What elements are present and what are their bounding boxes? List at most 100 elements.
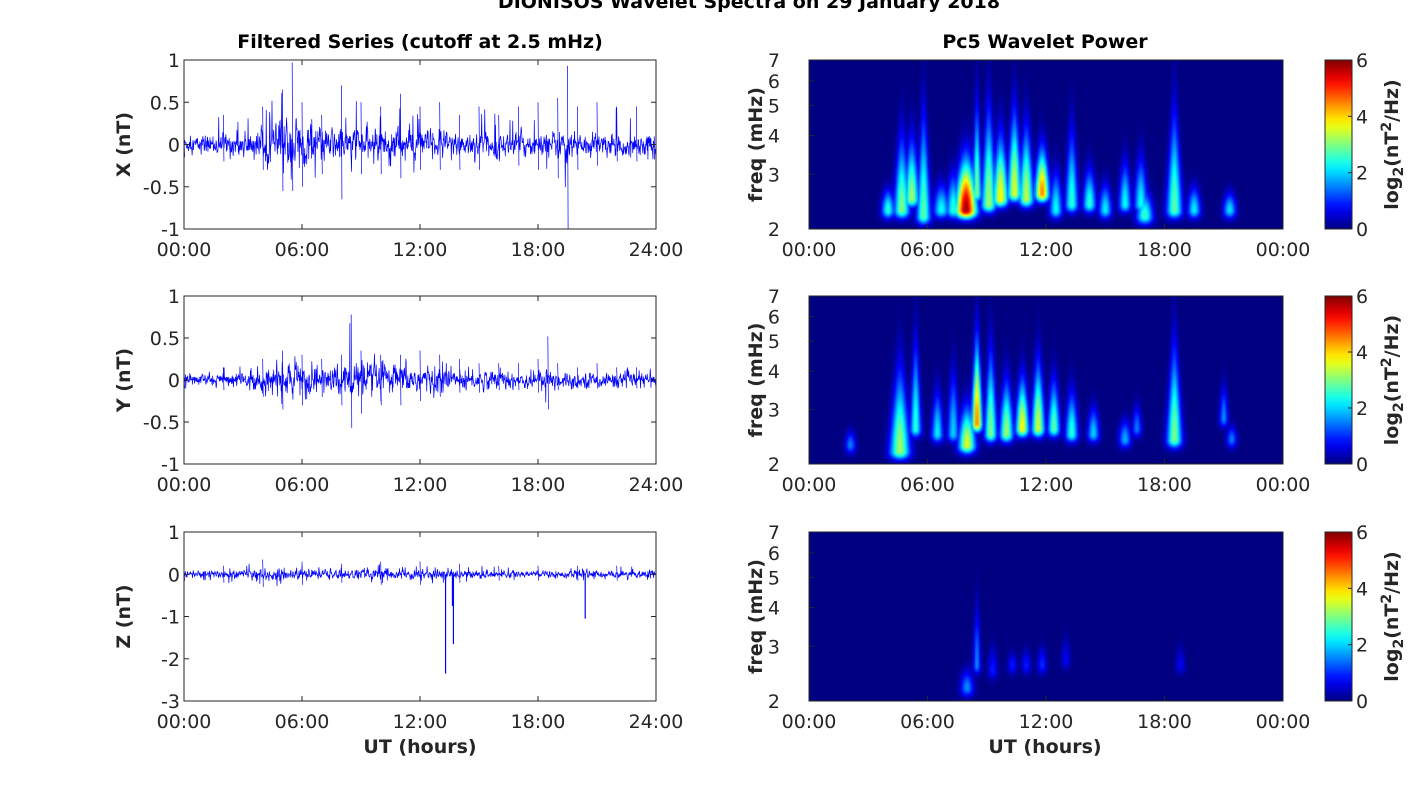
y-tick-label: 0.5 [150,328,180,350]
x-tick-label: 12:00 [1019,239,1074,261]
y-tick-label: -1 [161,607,180,629]
x-tick-label: 24:00 [629,711,684,733]
y-axis-label: X (nT) [113,112,135,177]
y-tick-label: 7 [768,522,780,544]
y-tick-label: 6 [768,543,780,565]
colorbar-tick-label: 2 [1356,635,1368,657]
colorbar-label: log2(nT2/Hz) [1379,551,1407,681]
y-axis-label: Y (nT) [113,348,135,413]
y-tick-label: 1 [168,50,180,72]
x-tick-label: 00:00 [782,474,837,496]
colorbar-tick-label: 4 [1356,578,1368,600]
colorbar-tick-label: 6 [1356,522,1368,544]
y-tick-label: 5 [768,331,780,353]
y-tick-label: -0.5 [143,412,180,434]
y-tick-label: -1 [161,454,180,476]
figure-title: DIONISOS Wavelet Spectra on 29 January 2… [498,0,1000,13]
left-x-axis-label: UT (hours) [363,736,476,758]
x-tick-label: 00:00 [157,474,212,496]
x-tick-label: 18:00 [1137,711,1192,733]
y-tick-label: 3 [768,400,780,422]
y-tick-label: 7 [768,286,780,308]
colorbar-tick-label: 6 [1356,50,1368,72]
y-axis-label: freq (mHz) [745,323,767,438]
y-axis-label: freq (mHz) [745,87,767,202]
x-tick-label: 06:00 [275,474,330,496]
x-tick-label: 24:00 [629,474,684,496]
y-tick-label: 4 [768,597,780,619]
y-tick-label: 5 [768,95,780,117]
y-tick-label: 2 [768,219,780,241]
y-tick-label: 1 [168,522,180,544]
y-tick-label: 6 [768,71,780,93]
x-tick-label: 00:00 [157,711,212,733]
x-tick-label: 12:00 [393,711,448,733]
x-tick-label: 06:00 [275,239,330,261]
y-tick-label: -1 [161,219,180,241]
y-tick-label: 2 [768,691,780,713]
x-tick-label: 18:00 [511,711,566,733]
panels: 10.50-0.5-100:00 06:00 12:00 18:00 24:00X (n… [113,50,1407,733]
timeseries-panel-z: 1 0 -1 -2 -300:00 06:00 12:00 18:00 24:00 Z (nT) [113,522,683,733]
y-tick-label: -0.5 [143,177,180,199]
y-tick-label: 7 [768,50,780,72]
x-tick-label: 18:00 [1137,239,1192,261]
colorbar [1324,295,1353,465]
x-tick-label: 06:00 [900,474,955,496]
colorbar-tick-label: 2 [1356,163,1368,185]
x-tick-label: 00:00 [782,711,837,733]
x-tick-label: 00:00 [1256,474,1311,496]
x-tick-label: 18:00 [511,239,566,261]
wavelet-power-heatmap [809,60,1283,229]
y-axis-label: Z (nT) [113,584,135,648]
colorbar [1324,59,1353,230]
y-tick-label: 3 [768,164,780,186]
series-line-x [184,62,656,229]
x-tick-label: 12:00 [1019,474,1074,496]
colorbar-tick-label: 2 [1356,398,1368,420]
colorbar-label: log2(nT2/Hz) [1379,315,1407,445]
series-line-group [184,62,656,229]
x-tick-label: 18:00 [1137,474,1192,496]
y-tick-label: 0 [168,564,180,586]
wavelet-power-heatmap [809,296,1283,464]
colorbar-tick-label: 4 [1356,342,1368,364]
colorbar-label: log2(nT2/Hz) [1379,79,1407,209]
colorbar-tick-label: 0 [1356,219,1368,241]
colorbar-tick-label: 6 [1356,286,1368,308]
y-tick-label: 0.5 [150,92,180,114]
y-tick-label: 2 [768,454,780,476]
x-tick-label: 00:00 [1256,711,1311,733]
y-axis-label: freq (mHz) [745,559,767,674]
colorbar-tick-label: 4 [1356,106,1368,128]
x-tick-label: 06:00 [900,711,955,733]
x-tick-label: 00:00 [782,239,837,261]
wavelet-power-heatmap [809,532,1283,701]
x-tick-label: 06:00 [275,711,330,733]
right-column-title: Pc5 Wavelet Power [942,31,1148,53]
y-tick-label: -2 [161,649,180,671]
x-tick-label: 12:00 [393,474,448,496]
right-x-axis-label: UT (hours) [988,736,1101,758]
colorbar-tick-label: 0 [1356,454,1368,476]
y-tick-label: 1 [168,286,180,308]
y-tick-label: 3 [768,636,780,658]
y-tick-label: 5 [768,567,780,589]
series-line-y [184,314,656,428]
series-line-group [184,314,656,428]
colorbar [1324,531,1353,702]
y-tick-label: 0 [168,370,180,392]
x-tick-label: 06:00 [900,239,955,261]
y-tick-label: 6 [768,307,780,329]
colorbar-tick-label: 0 [1356,691,1368,713]
y-tick-label: 4 [768,361,780,383]
x-tick-label: 18:00 [511,474,566,496]
timeseries-panel-y: 1 0.5 0 -0.5 -100:00 06:00 12:00 18:00 24:00 Y (n… [113,286,683,496]
x-tick-label: 12:00 [1019,711,1074,733]
y-tick-label: -3 [161,691,180,713]
x-tick-label: 00:00 [157,239,212,261]
